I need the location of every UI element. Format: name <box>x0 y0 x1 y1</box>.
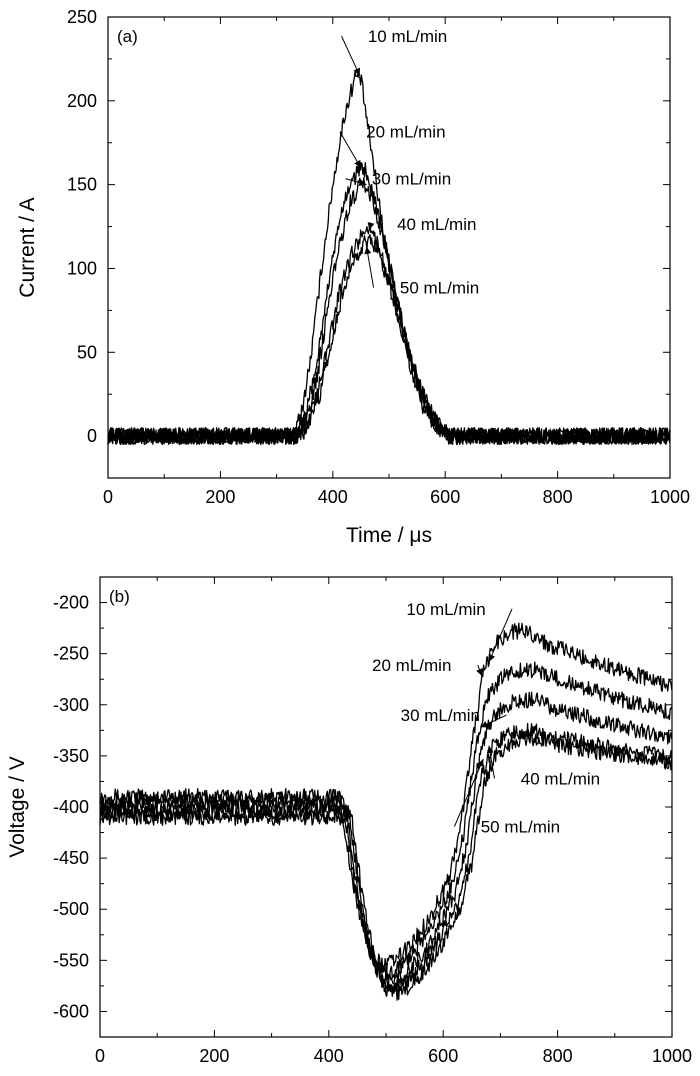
x-tick-label-a: 200 <box>205 487 235 507</box>
series-line-b-3 <box>99 691 673 988</box>
y-tick-label-b: -300 <box>53 695 89 715</box>
y-tick-label-a: 200 <box>67 91 97 111</box>
annotation-label-a-2: 20 mL/min <box>366 123 445 142</box>
annotation-label-b-4: 40 mL/min <box>521 770 600 789</box>
panel-b: 0 200 400 600 800 1000 -200 -250 -300 -350 -400 -45… <box>6 576 692 1066</box>
x-tick-label-a: 1000 <box>650 487 690 507</box>
y-tick-label-a: 50 <box>77 342 97 362</box>
annotation-arrow-b-1 <box>488 608 513 663</box>
annotation-label-b-5: 50 mL/min <box>481 818 560 837</box>
annotation-label-a-1: 10 mL/min <box>368 27 447 46</box>
y-tick-label-b: -450 <box>53 848 89 868</box>
y-tick-label-b: -600 <box>53 1001 89 1021</box>
annotation-arrowhead-a-3 <box>358 179 367 187</box>
annotation-arrowhead-b-3 <box>480 721 489 728</box>
x-tick-label-b: 600 <box>428 1046 458 1066</box>
series-line-b-4 <box>99 722 673 997</box>
panel-a: 0 200 400 600 800 1000 0 50 100 150 200 250 Time / μ… <box>16 7 690 547</box>
annotation-arrowhead-a-1 <box>353 67 360 76</box>
series-line-a-3 <box>107 177 671 446</box>
x-tick-label-b: 400 <box>314 1046 344 1066</box>
annotation-arrow-b-5 <box>453 758 484 827</box>
series-line-b-1 <box>99 622 673 974</box>
annotation-arrowhead-b-4 <box>486 745 494 754</box>
annotation-arrowhead-a-5 <box>364 246 372 255</box>
panel-label-b: (b) <box>109 587 130 606</box>
series-line-a-5 <box>107 234 671 446</box>
y-tick-label-a: 250 <box>67 7 97 27</box>
y-tick-label-b: -400 <box>53 797 89 817</box>
y-tick-label-b: -500 <box>53 899 89 919</box>
annotation-arrowhead-b-5 <box>477 758 484 767</box>
annotation-label-a-3: 30 mL/min <box>372 170 451 189</box>
x-tick-label-b: 0 <box>95 1046 105 1066</box>
annotation-label-a-4: 40 mL/min <box>397 215 476 234</box>
x-tick-label-b: 800 <box>543 1046 573 1066</box>
x-tick-label-a: 600 <box>430 487 460 507</box>
y-tick-label-a: 100 <box>67 258 97 278</box>
y-tick-label-a: 150 <box>67 175 97 195</box>
annotation-arrowhead-a-2 <box>354 159 361 168</box>
x-tick-label-b: 200 <box>199 1046 229 1066</box>
x-axis-title-a: Time / μs <box>346 524 432 547</box>
plot-frame-a <box>107 16 671 479</box>
y-tick-label-b: -350 <box>53 746 89 766</box>
y-tick-label-a: 0 <box>87 426 97 446</box>
y-axis-title-a: Current / A <box>16 197 39 297</box>
y-tick-label-b: -550 <box>53 950 89 970</box>
series-line-a-2 <box>107 161 671 446</box>
annotation-arrow-a-1 <box>341 35 361 76</box>
series-line-b-5 <box>99 729 673 1001</box>
annotation-label-b-3: 30 mL/min <box>401 706 480 725</box>
annotation-label-b-1: 10 mL/min <box>406 600 485 619</box>
annotation-label-b-2: 20 mL/min <box>372 656 451 675</box>
y-tick-label-b: -250 <box>53 644 89 664</box>
annotation-arrowhead-b-1 <box>488 653 496 662</box>
x-tick-label-a: 400 <box>318 487 348 507</box>
annotation-arrowhead-b-2 <box>476 668 483 677</box>
annotation-label-a-5: 50 mL/min <box>400 279 479 298</box>
y-tick-label-b: -200 <box>53 593 89 613</box>
y-axis-title-b: Voltage / V <box>6 756 29 858</box>
x-tick-label-b: 1000 <box>652 1046 692 1066</box>
annotation-arrowhead-a-4 <box>367 222 375 230</box>
panel-label-a: (a) <box>117 27 138 46</box>
x-tick-label-a: 0 <box>103 487 113 507</box>
x-tick-label-a: 800 <box>543 487 573 507</box>
